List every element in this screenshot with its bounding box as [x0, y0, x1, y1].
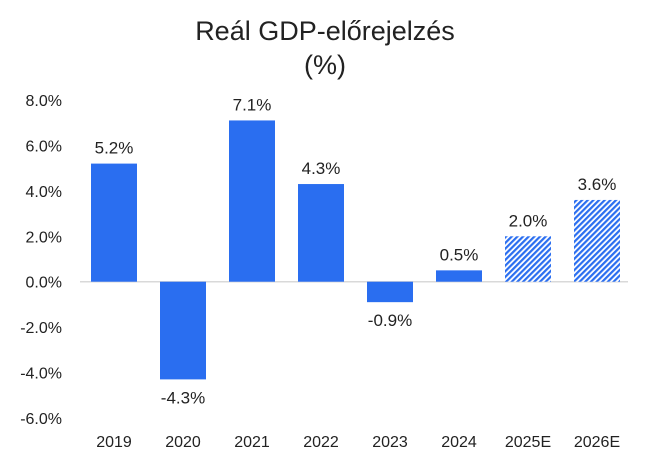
bar-2026E: [574, 199, 620, 282]
x-tick-label: 2020: [165, 434, 201, 451]
chart-subtitle: (%): [304, 50, 346, 80]
y-tick-label: -6.0%: [20, 411, 62, 428]
bar-2022: [298, 184, 344, 282]
y-tick-label: 6.0%: [26, 138, 62, 155]
y-tick-label: 0.0%: [26, 275, 62, 292]
y-tick-label: 8.0%: [26, 93, 62, 110]
data-label: 3.6%: [578, 175, 617, 194]
data-label: 0.5%: [440, 245, 479, 264]
data-label: 5.2%: [95, 139, 134, 158]
x-tick-label: 2019: [96, 434, 132, 451]
bar-2020: [160, 281, 206, 380]
data-label: -4.3%: [161, 388, 205, 407]
bar-2024: [436, 270, 482, 282]
y-tick-label: -4.0%: [20, 366, 62, 383]
x-tick-label: 2024: [441, 434, 477, 451]
data-label: 2.0%: [509, 211, 548, 230]
bar-2023: [367, 281, 413, 303]
x-tick-label: 2021: [234, 434, 270, 451]
y-tick-label: 4.0%: [26, 184, 62, 201]
x-tick-label: 2022: [303, 434, 339, 451]
y-tick-label: 2.0%: [26, 229, 62, 246]
bar-2019: [91, 163, 137, 282]
y-tick-label: -2.0%: [20, 320, 62, 337]
bar-2025E: [505, 236, 551, 282]
bar-2021: [229, 120, 275, 282]
data-label: 7.1%: [233, 95, 272, 114]
data-label: -0.9%: [368, 311, 412, 330]
x-tick-label: 2025E: [505, 434, 551, 451]
data-label: 4.3%: [302, 159, 341, 178]
x-tick-label: 2026E: [574, 434, 620, 451]
chart-title: Reál GDP-előrejelzés: [195, 16, 455, 46]
x-tick-label: 2023: [372, 434, 408, 451]
